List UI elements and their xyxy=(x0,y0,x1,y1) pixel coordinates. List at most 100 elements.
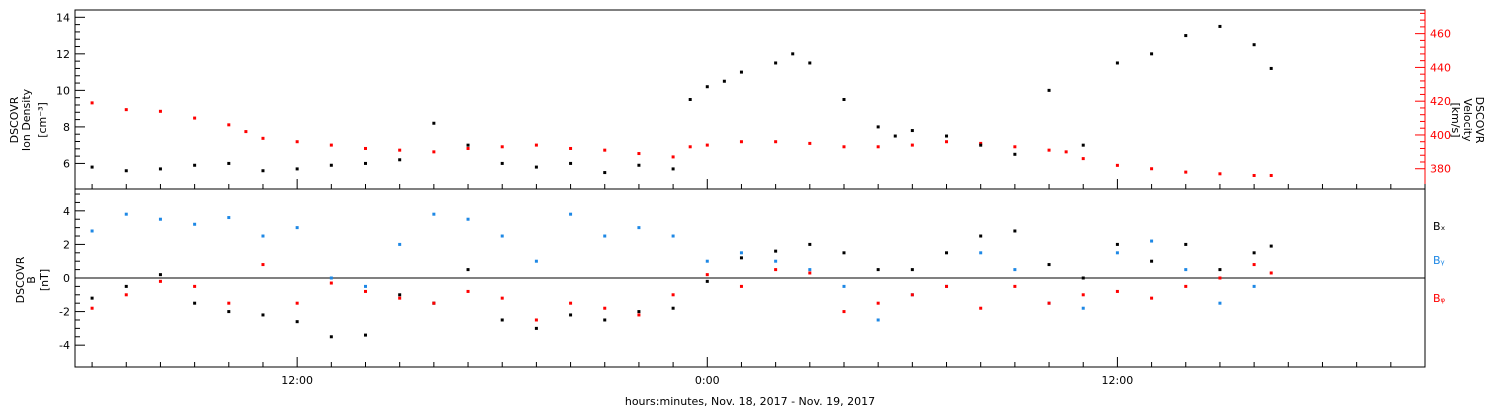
density-s0-point xyxy=(945,134,949,138)
velocity-s0-point xyxy=(500,145,504,149)
density-s0-point xyxy=(1081,143,1085,147)
density-s0-point xyxy=(261,169,265,173)
bfield-s1-point xyxy=(432,212,436,216)
bfield-s2-point xyxy=(1184,284,1188,288)
bfield-s1-point xyxy=(398,242,402,246)
bfield-s2-point xyxy=(808,271,812,275)
bfield-s1-point xyxy=(193,222,197,226)
bfield-s0-point xyxy=(739,256,743,260)
velocity-s0-point xyxy=(842,145,846,149)
top-panel: 6 8 10 12 14 380 400 420 440 460 DSCOVR Ion Dens… xyxy=(8,9,1486,190)
velocity-s0-point xyxy=(364,146,368,150)
velocity-s0-point xyxy=(329,143,333,147)
bfield-s0-point xyxy=(227,310,231,314)
top-left-tick-label: 12 xyxy=(56,48,70,61)
bfield-s2-point xyxy=(90,306,94,310)
velocity-s0-point xyxy=(1252,173,1256,177)
velocity-s0-point xyxy=(1269,173,1273,177)
velocity-s0-point xyxy=(1081,157,1085,161)
velocity-s0-point xyxy=(671,155,675,159)
top-right-tick-label: 420 xyxy=(1430,95,1451,108)
legend-by: Bᵧ xyxy=(1433,254,1445,267)
bfield-s2-point xyxy=(534,318,538,322)
top-left-axis: 6 8 10 12 14 xyxy=(56,11,85,170)
bfield-s0-point xyxy=(534,326,538,330)
velocity-s0-point xyxy=(398,148,402,152)
velocity-s0-point xyxy=(193,116,197,120)
density-s0-point xyxy=(671,167,675,171)
bfield-s1-point xyxy=(1218,301,1222,305)
bottom-left-tick-label: -2 xyxy=(59,306,70,319)
velocity-s0-point xyxy=(637,152,641,156)
bfield-s0-point xyxy=(295,320,299,324)
bfield-s1-point xyxy=(158,217,162,221)
bfield-s0-point xyxy=(398,293,402,297)
velocity-s0-point xyxy=(739,140,743,144)
x-tick-label: 12:00 xyxy=(281,374,313,387)
bottom-left-tick-label: 2 xyxy=(63,238,70,251)
bfield-s0-point xyxy=(842,251,846,255)
bfield-s1-point xyxy=(295,226,299,230)
x-tick-labels: 12:00 0:00 12:00 xyxy=(281,374,1133,387)
velocity-s0-point xyxy=(876,145,880,149)
velocity-s0-point xyxy=(910,143,914,147)
bfield-s1-point xyxy=(466,217,470,221)
top-right-tick-label: 460 xyxy=(1430,28,1451,41)
density-s0-point xyxy=(1115,61,1119,65)
bfield-s1-point xyxy=(329,276,333,280)
bfield-s0-point xyxy=(364,333,368,337)
density-s0-point xyxy=(227,161,231,165)
bfield-s2-point xyxy=(329,281,333,285)
top-data-points xyxy=(90,24,1273,177)
bfield-s2-point xyxy=(705,273,709,277)
bfield-s0-point xyxy=(1047,263,1051,267)
velocity-s0-point xyxy=(1115,163,1119,167)
velocity-s0-point xyxy=(774,140,778,144)
bfield-s0-point xyxy=(569,313,573,317)
bfield-s2-point xyxy=(603,306,607,310)
density-s0-point xyxy=(329,163,333,167)
density-s0-point xyxy=(124,169,128,173)
bfield-s1-point xyxy=(774,259,778,263)
top-left-tick-label: 6 xyxy=(63,157,70,170)
legend: Bₓ Bᵧ Bᵩ xyxy=(1433,220,1446,305)
velocity-s0-point xyxy=(295,140,299,144)
velocity-s0-point xyxy=(1218,172,1222,176)
top-right-tick-label: 400 xyxy=(1430,129,1451,142)
bfield-s2-point xyxy=(910,293,914,297)
bfield-s2-point xyxy=(876,301,880,305)
bottom-left-tick-label: -4 xyxy=(59,339,70,352)
bfield-s1-point xyxy=(227,216,231,220)
legend-bz: Bᵩ xyxy=(1433,292,1446,305)
velocity-s0-point xyxy=(603,148,607,152)
bfield-s2-point xyxy=(979,306,983,310)
density-s0-point xyxy=(705,85,709,89)
bfield-s1-point xyxy=(124,212,128,216)
bottom-left-ylabel-3: [nT] xyxy=(38,269,51,291)
density-s0-point xyxy=(688,98,692,101)
bfield-s1-point xyxy=(1081,306,1085,310)
bfield-s0-point xyxy=(158,273,162,277)
density-s0-point xyxy=(808,61,812,65)
density-s0-point xyxy=(1047,88,1051,92)
bfield-s0-point xyxy=(876,268,880,272)
top-left-tick-label: 8 xyxy=(63,121,70,134)
velocity-s0-point xyxy=(1047,148,1051,152)
bfield-s1-point xyxy=(808,268,812,272)
bfield-s0-point xyxy=(910,268,914,272)
bfield-s2-point xyxy=(466,289,470,293)
density-s0-point xyxy=(1269,66,1273,70)
density-s0-point xyxy=(1184,34,1188,38)
bfield-s2-point xyxy=(637,313,641,317)
bfield-s2-point xyxy=(398,296,402,300)
bfield-s0-point xyxy=(1013,229,1017,233)
top-left-tick-label: 14 xyxy=(56,11,70,24)
velocity-s0-point xyxy=(261,136,265,140)
bfield-s2-point xyxy=(1115,289,1119,293)
bottom-data-points xyxy=(90,212,1273,339)
bfield-s1-point xyxy=(1150,239,1154,243)
bfield-s2-point xyxy=(500,296,504,300)
density-s0-point xyxy=(722,79,726,83)
bfield-s1-point xyxy=(705,259,709,263)
